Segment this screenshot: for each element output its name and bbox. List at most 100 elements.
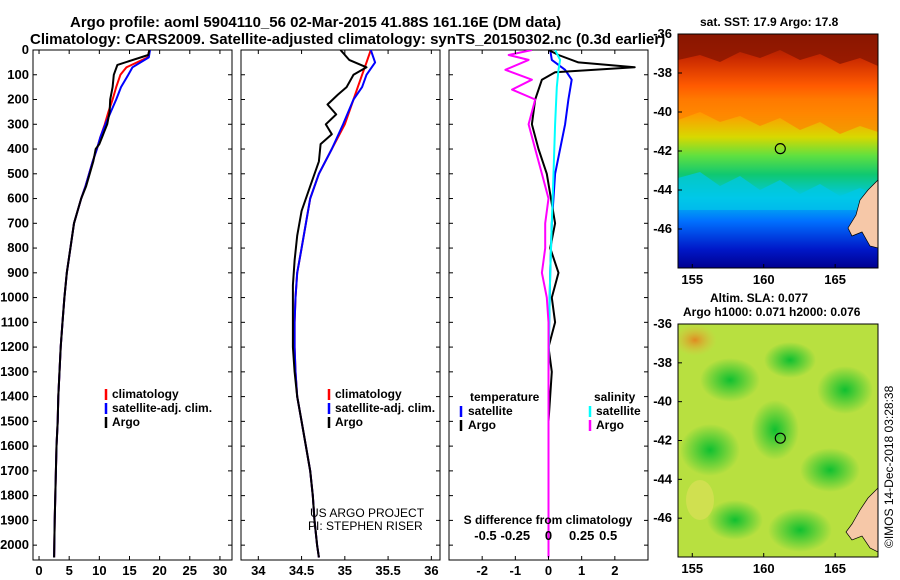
sla-map-ytick-label: -38 [653, 355, 672, 370]
sla-blob-9 [686, 480, 714, 520]
sla-blob-8 [768, 508, 832, 552]
temperature-series-group [53, 50, 151, 558]
salinity-xtick-label: 35 [338, 563, 352, 578]
depth-tick-label: 500 [7, 166, 29, 181]
sst-map-xtick-label: 160 [753, 272, 775, 287]
salinity-legend-entry: satellite-adj. clim. [335, 401, 435, 415]
depth-tick-label: 1800 [0, 488, 29, 503]
salinity-line-argo [291, 50, 368, 558]
depth-tick-label: 400 [7, 141, 29, 156]
sla-blob-6 [800, 448, 860, 492]
depth-tick-label: 900 [7, 265, 29, 280]
sla-map-ytick-label: -44 [653, 471, 673, 486]
sla-blob-5 [751, 400, 799, 460]
salinity-legend-entry: Argo [335, 415, 363, 429]
depth-tick-label: 1300 [0, 364, 29, 379]
difference-line-temperature-argo [530, 50, 636, 558]
depth-tick-label: 600 [7, 191, 29, 206]
sla-blob-7 [707, 500, 763, 540]
difference-legend-temperature-entry: satellite [468, 404, 513, 418]
difference-s-tick-label: 0 [545, 528, 552, 543]
depth-tick-label: 1100 [1, 314, 29, 329]
temperature-xtick-label: 0 [35, 563, 42, 578]
sla-land-coast [845, 487, 878, 553]
sla-map-ytick-label: -46 [653, 510, 672, 525]
salinity-xtick-label: 34.5 [289, 563, 314, 578]
difference-legend-salinity-entry: Argo [596, 418, 624, 432]
sst-map [678, 34, 878, 268]
credit-pi: PI: STEPHEN RISER [308, 519, 423, 533]
difference-xtick-label: -2 [476, 563, 488, 578]
temperature-line-argo [53, 50, 151, 558]
sla-blob-1 [700, 358, 760, 402]
sst-field [678, 34, 878, 268]
salinity-legend-entry: climatology [335, 387, 402, 401]
imos-watermark: ©IMOS 14-Dec-2018 03:28:38 [882, 385, 896, 548]
temperature-profile-panel: 051015202530temperature (deg C)010020030… [0, 42, 233, 578]
difference-s-tick-label: -0.25 [501, 528, 531, 543]
depth-tick-label: 700 [7, 215, 29, 230]
temperature-xtick-label: 30 [213, 563, 227, 578]
temperature-xtick-label: 10 [92, 563, 106, 578]
difference-series-group [504, 50, 636, 558]
depth-tick-label: 1900 [0, 512, 29, 527]
depth-tick-label: 1000 [0, 290, 29, 305]
sst-map-axes: 155 160 165 -36 -38 -40 -42 -44 -46 [653, 26, 846, 287]
sla-map-float-marker [774, 432, 786, 444]
depth-tick-label: 0 [22, 42, 29, 57]
depth-tick-label: 200 [7, 92, 29, 107]
temperature-xtick-label: 15 [122, 563, 136, 578]
difference-xtick-label: 2 [611, 563, 618, 578]
salinity-series-group [291, 50, 377, 558]
sla-blob-4 [680, 424, 740, 476]
temperature-legend-entry: Argo [112, 415, 140, 429]
depth-tick-label: 1700 [0, 463, 29, 478]
difference-xtick-label: -1 [510, 563, 522, 578]
difference-xtick-label: 0 [545, 563, 552, 578]
sst-map-ytick-label: -44 [653, 182, 673, 197]
sst-map-xtick-label: 165 [824, 272, 846, 287]
sst-map-ytick-label: -38 [653, 65, 672, 80]
difference-legend-temperature-title: temperature [470, 390, 540, 404]
difference-legend-salinity-entry: satellite [596, 404, 641, 418]
depth-tick-label: 1200 [0, 339, 29, 354]
sst-map-ytick-label: -36 [653, 26, 672, 41]
sst-map-xtick-label: 155 [681, 272, 703, 287]
sst-warm-band [678, 34, 878, 66]
sst-map-ytick-label: -42 [653, 143, 672, 158]
depth-tick-label: 1600 [0, 438, 29, 453]
depth-tick-label: 1400 [0, 389, 29, 404]
depth-tick-label: 100 [7, 67, 29, 82]
sst-land-coast [847, 179, 878, 249]
depth-tick-label: 800 [7, 240, 29, 255]
sla-map [678, 324, 878, 557]
sst-map-ytick-label: -40 [653, 104, 672, 119]
sla-map-xtick-label: 160 [753, 561, 775, 576]
difference-s-tick-label: -0.5 [474, 528, 496, 543]
credit-project: US ARGO PROJECT [310, 506, 425, 520]
sla-map-title-2: Argo h1000: 0.071 h2000: 0.076 [683, 305, 861, 319]
sla-map-ytick-label: -42 [653, 433, 672, 448]
sla-blob-2 [764, 342, 816, 378]
difference-legend-temperature-entry: Argo [468, 418, 496, 432]
sst-cool-band [678, 172, 878, 210]
temperature-legend-entry: satellite-adj. clim. [112, 401, 212, 415]
sla-map-ytick-label: -40 [653, 394, 672, 409]
salinity-xtick-label: 35.5 [375, 563, 400, 578]
salinity-profile-panel: 3434.53535.536salinityclimatologysatelli… [240, 49, 441, 578]
title-line-1: Argo profile: aoml 5904110_56 02-Mar-201… [70, 14, 561, 31]
title-line-2: Climatology: CARS2009. Satellite-adjuste… [30, 31, 665, 48]
sst-map-ytick-label: -46 [653, 221, 672, 236]
difference-legend-salinity-title: salinity [594, 390, 636, 404]
sst-mid-band [678, 100, 878, 134]
sla-map-ytick-label: -36 [653, 316, 672, 331]
temperature-plot-frame [32, 49, 233, 561]
sla-map-xtick-label: 165 [824, 561, 846, 576]
salinity-plot-frame [240, 49, 441, 561]
sla-blob-3 [817, 366, 873, 414]
difference-xtick-label: 1 [578, 563, 585, 578]
salinity-xtick-label: 36 [424, 563, 438, 578]
salinity-xtick-label: 34 [251, 563, 266, 578]
depth-tick-label: 300 [7, 116, 29, 131]
difference-s-tick-label: 0.25 [569, 528, 594, 543]
